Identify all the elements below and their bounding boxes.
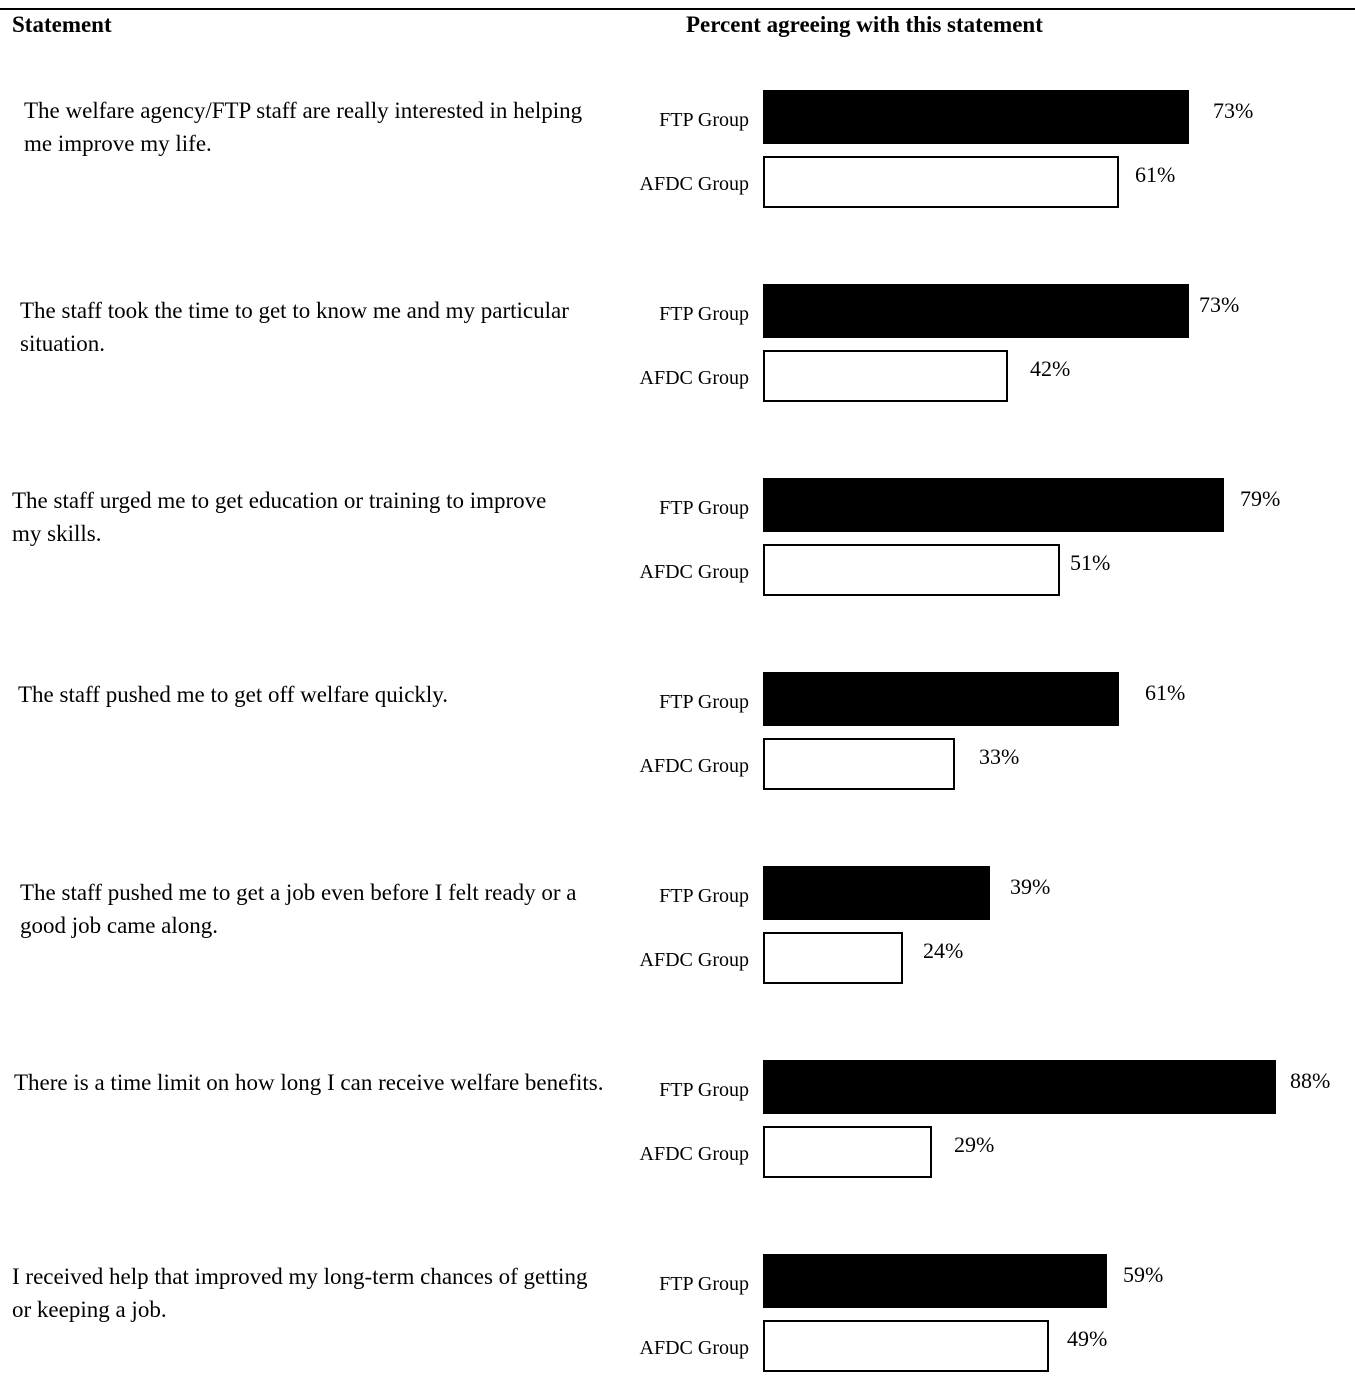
percent-column-header: Percent agreeing with this statement: [686, 12, 1043, 37]
ftp-group-label: FTP Group: [659, 691, 749, 713]
ftp-bar: [763, 478, 1224, 532]
ftp-group-label: FTP Group: [659, 885, 749, 907]
ftp-group-label: FTP Group: [659, 1079, 749, 1101]
afdc-value-label: 33%: [979, 744, 1020, 769]
afdc-value-label: 24%: [923, 938, 964, 963]
top-rule: [0, 8, 1355, 10]
afdc-value-label: 51%: [1070, 550, 1111, 575]
statement-text: There is a time limit on how long I can …: [14, 1070, 604, 1095]
afdc-bar: [763, 544, 1060, 596]
statement-column-header: Statement: [12, 12, 112, 37]
afdc-value-label: 42%: [1030, 356, 1071, 381]
ftp-bar: [763, 866, 990, 920]
afdc-group-label: AFDC Group: [639, 1143, 749, 1165]
afdc-bar: [763, 156, 1119, 208]
statement-text: The staff pushed me to get a job even be…: [20, 880, 577, 938]
ftp-value-label: 39%: [1010, 874, 1051, 899]
ftp-bar: [763, 1254, 1107, 1308]
ftp-group-label: FTP Group: [659, 109, 749, 131]
afdc-group-label: AFDC Group: [639, 949, 749, 971]
statement-text: I received help that improved my long-te…: [12, 1264, 588, 1322]
afdc-group-label: AFDC Group: [639, 561, 749, 583]
ftp-bar: [763, 284, 1189, 338]
afdc-value-label: 29%: [954, 1132, 995, 1157]
statement-text: The staff urged me to get education or t…: [12, 488, 547, 546]
afdc-bar: [763, 932, 903, 984]
afdc-group-label: AFDC Group: [639, 367, 749, 389]
afdc-bar: [763, 738, 955, 790]
ftp-value-label: 79%: [1240, 486, 1281, 511]
ftp-group-label: FTP Group: [659, 497, 749, 519]
ftp-bar: [763, 1060, 1276, 1114]
statement-text: The staff pushed me to get off welfare q…: [18, 682, 449, 707]
afdc-value-label: 61%: [1135, 162, 1176, 187]
afdc-value-label: 49%: [1067, 1326, 1108, 1351]
afdc-group-label: AFDC Group: [639, 1337, 749, 1359]
ftp-bar: [763, 90, 1189, 144]
ftp-value-label: 88%: [1290, 1068, 1331, 1093]
ftp-group-label: FTP Group: [659, 303, 749, 325]
ftp-value-label: 59%: [1123, 1262, 1164, 1287]
statement-text: The welfare agency/FTP staff are really …: [24, 98, 583, 156]
ftp-value-label: 61%: [1145, 680, 1186, 705]
ftp-bar: [763, 672, 1119, 726]
ftp-group-label: FTP Group: [659, 1273, 749, 1295]
afdc-group-label: AFDC Group: [639, 173, 749, 195]
statement-text: The staff took the time to get to know m…: [20, 298, 569, 356]
afdc-group-label: AFDC Group: [639, 755, 749, 777]
afdc-bar: [763, 1126, 932, 1178]
ftp-value-label: 73%: [1213, 98, 1254, 123]
afdc-bar: [763, 1320, 1049, 1372]
ftp-value-label: 73%: [1199, 292, 1240, 317]
afdc-bar: [763, 350, 1008, 402]
